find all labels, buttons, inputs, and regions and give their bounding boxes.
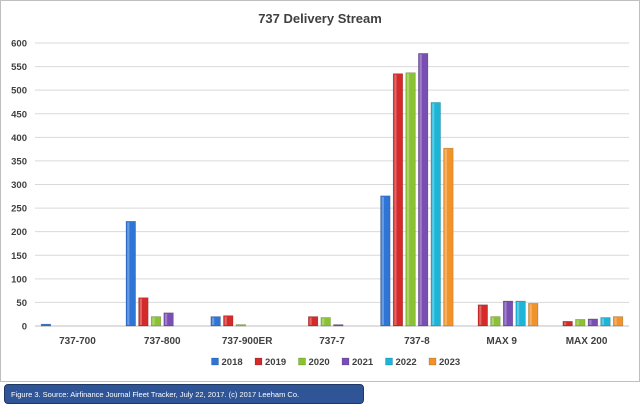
bar-highlight (504, 302, 507, 325)
bar-highlight (491, 317, 495, 325)
bar-highlight (432, 103, 435, 326)
legend-swatch-2020 (298, 357, 306, 366)
gridlines (35, 42, 629, 327)
bar-highlight (576, 320, 579, 325)
bar-737-800-2020 (150, 316, 162, 327)
y-axis: 0 50 100 150 200 250 300 350 400 450 500 550 600 (11, 39, 27, 333)
bar-highlight (381, 196, 384, 325)
x-tick-label: 737-800 (144, 336, 181, 347)
legend-swatch-2019 (254, 357, 263, 366)
bar-max-9-2023 (528, 303, 539, 327)
bar-highlight (212, 317, 215, 325)
bar-highlight (127, 222, 130, 325)
y-tick-label: 50 (16, 298, 27, 309)
legend-label-2021: 2021 (352, 357, 374, 368)
y-tick-label: 600 (11, 39, 27, 50)
bar-max-9-2021 (502, 300, 514, 327)
bar-737-8-2020 (405, 72, 416, 327)
bar-highlight (517, 302, 520, 325)
x-tick-label: 737-8 (404, 336, 430, 347)
bar-highlight (614, 317, 617, 325)
y-tick-label: 550 (11, 62, 27, 73)
x-tick-label: 737-7 (319, 336, 345, 347)
bar-chart: 737 Delivery Stream 0 50 100 150 200 250 300 35… (11, 11, 629, 368)
bar-highlight (224, 316, 227, 325)
y-tick-label: 300 (11, 180, 27, 191)
y-tick-label: 450 (11, 109, 27, 120)
bar-highlight (322, 318, 325, 325)
bar-737-800-2019 (138, 297, 149, 327)
bars (40, 53, 624, 327)
bar-highlight (394, 74, 397, 326)
legend-label-2018: 2018 (222, 357, 243, 368)
bar-max-200-2021 (587, 318, 598, 327)
bar-737-900er-2019 (223, 315, 234, 327)
bar-highlight (406, 73, 410, 325)
bar-highlight (152, 317, 155, 325)
x-tick-label: MAX 200 (566, 336, 608, 347)
bar-max-200-2023 (612, 316, 624, 327)
figure-caption: Figure 3. Source: Airfinance Journal Fle… (4, 384, 364, 404)
bar-737-7-2021 (333, 324, 344, 327)
bar-max-200-2020 (575, 319, 586, 327)
bar-highlight (309, 317, 312, 325)
y-tick-label: 350 (11, 156, 27, 167)
legend-label-2022: 2022 (396, 357, 417, 368)
y-tick-label: 200 (11, 227, 27, 238)
legend-label-2020: 2020 (309, 357, 330, 368)
bar-max-9-2019 (477, 304, 488, 327)
chart-title: 737 Delivery Stream (258, 11, 382, 26)
x-tick-label: 737-700 (59, 336, 96, 347)
legend-swatch-2018 (211, 357, 219, 366)
bar-737-8-2019 (392, 73, 404, 327)
legend-label-2019: 2019 (265, 357, 286, 368)
bar-highlight (444, 149, 447, 325)
y-tick-label: 400 (11, 133, 27, 144)
bar-737-8-2021 (418, 53, 429, 327)
chart-frame: 737 Delivery Stream 0 50 100 150 200 250 300 35… (0, 0, 640, 382)
x-tick-label: 737-900ER (222, 336, 273, 347)
y-tick-label: 0 (22, 322, 27, 333)
bar-737-900er-2018 (210, 316, 221, 327)
y-tick-label: 150 (11, 251, 27, 262)
bar-max-200-2019 (562, 320, 573, 327)
bar-highlight (589, 319, 592, 325)
y-tick-label: 100 (11, 274, 27, 285)
bar-max-9-2022 (515, 300, 526, 327)
bar-highlight (164, 313, 168, 325)
bar-737-900er-2020 (235, 324, 246, 327)
bar-737-7-2019 (307, 316, 319, 327)
bar-737-8-2022 (430, 102, 441, 327)
bar-max-9-2020 (490, 316, 501, 327)
legend: 2018 2019 2020 2021 2022 2023 (211, 357, 460, 368)
bar-737-8-2023 (443, 147, 454, 327)
legend-label-2023: 2023 (439, 357, 460, 368)
bar-737-8-2018 (380, 195, 391, 327)
bar-737-800-2021 (163, 312, 174, 327)
x-tick-label: MAX 9 (486, 336, 517, 347)
bar-highlight (564, 322, 567, 325)
y-tick-label: 500 (11, 86, 27, 97)
bar-highlight (419, 54, 422, 325)
bar-max-200-2022 (600, 317, 611, 327)
bar-highlight (139, 298, 142, 325)
bar-highlight (479, 305, 482, 325)
bar-highlight (529, 304, 532, 325)
y-tick-label: 250 (11, 204, 27, 215)
bar-highlight (601, 318, 605, 325)
x-axis: 737-700 737-800 737-900ER 737-7 737-8 MAX 9 MA… (59, 336, 608, 347)
bar-737-800-2018 (125, 220, 136, 327)
bar-737-700-2018 (40, 323, 52, 327)
legend-swatch-2022 (385, 357, 393, 366)
legend-swatch-2023 (428, 357, 437, 366)
bar-737-7-2020 (320, 317, 331, 327)
legend-swatch-2021 (341, 357, 350, 366)
